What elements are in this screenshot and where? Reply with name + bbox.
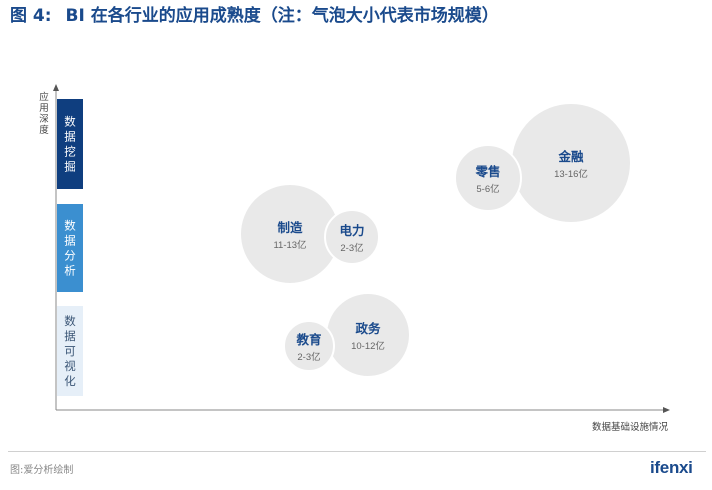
y-axis-label: 深 [39, 114, 49, 125]
brand-logo: ifenxi [650, 458, 693, 477]
bubble [283, 320, 335, 372]
figure-label: 图 4: [10, 6, 52, 26]
footer-divider [8, 451, 706, 452]
level-bar-label: 数 [64, 314, 76, 328]
bubble [454, 144, 522, 212]
level-bar-label: 可 [64, 346, 76, 358]
bubble-value: 2-3亿 [297, 351, 320, 363]
bubble-chart: 应用深度数据基础设施情况数据挖掘数据分析数据可视化金融13-16亿零售5-6亿制… [39, 84, 670, 433]
chart-title: 图 4: BI 在各行业的应用成熟度（注：气泡大小代表市场规模） [10, 3, 499, 29]
bubble-value: 10-12亿 [351, 340, 385, 352]
level-bar-label: 挖 [64, 145, 76, 159]
x-axis-label: 数据基础设施情况 [592, 421, 669, 433]
bubble [324, 209, 380, 265]
bubble-name: 制造 [277, 220, 303, 235]
title-text: BI 在各行业的应用成熟度（注：气泡大小代表市场规模） [65, 6, 499, 26]
bubble-value: 11-13亿 [273, 239, 306, 251]
bubble-name: 电力 [339, 223, 364, 238]
level-bar-label: 分 [64, 250, 76, 263]
source-note: 图:爱分析绘制 [10, 465, 74, 476]
x-axis-arrow [663, 407, 670, 413]
level-bar [57, 204, 83, 292]
level-bar-label: 数 [64, 115, 76, 129]
level-bar-label: 掘 [64, 160, 76, 174]
bubble-name: 教育 [295, 332, 322, 347]
bubble-value: 13-16亿 [554, 168, 588, 180]
level-bar-label: 化 [64, 374, 76, 388]
bubble-name: 零售 [474, 164, 500, 179]
level-bar-label: 据 [64, 234, 76, 248]
level-bar-label: 据 [64, 130, 76, 144]
y-axis-label: 应 [39, 91, 49, 103]
bubble-name: 政务 [355, 321, 381, 336]
y-axis-label: 用 [39, 103, 49, 114]
level-bar-label: 析 [64, 264, 76, 278]
y-axis-arrow [53, 84, 59, 91]
level-bar [57, 99, 83, 189]
bubble-value: 2-3亿 [340, 242, 363, 254]
level-bar [57, 306, 83, 396]
bubble-value: 5-6亿 [476, 183, 499, 195]
level-bar-label: 据 [64, 329, 76, 343]
y-axis-label: 度 [39, 124, 49, 136]
level-bar-label: 视 [64, 359, 76, 373]
bubble-name: 金融 [557, 149, 584, 164]
level-bar-label: 数 [64, 219, 76, 233]
